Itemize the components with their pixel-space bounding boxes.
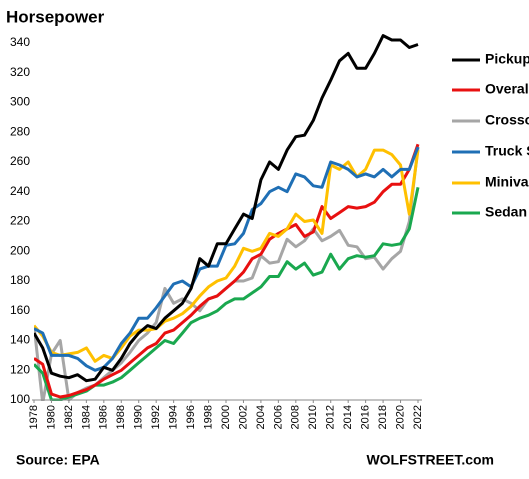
x-tick-label: 2018 bbox=[377, 405, 389, 429]
credit: WOLFSTREET.com bbox=[366, 452, 494, 468]
series-line bbox=[34, 34, 419, 383]
legend-label: Sedan bbox=[485, 204, 527, 220]
x-tick-label: 2016 bbox=[360, 405, 372, 429]
x-tick-label: 2022 bbox=[412, 405, 424, 429]
x-tick-label: 2010 bbox=[307, 405, 319, 429]
x-tick-label: 1988 bbox=[115, 405, 127, 429]
y-tick-label: 140 bbox=[10, 333, 30, 347]
y-tick-label: 120 bbox=[10, 362, 30, 376]
y-tick-label: 200 bbox=[10, 243, 30, 257]
x-tick-label: 2004 bbox=[255, 405, 267, 429]
x-tick-label: 1996 bbox=[185, 405, 197, 429]
x-tick-label: 2012 bbox=[325, 405, 337, 429]
legend-label: Crossover bbox=[485, 112, 529, 128]
y-tick-label: 300 bbox=[10, 95, 30, 109]
y-tick-label: 340 bbox=[10, 35, 30, 49]
y-tick-label: 240 bbox=[10, 184, 30, 198]
x-tick-label: 1980 bbox=[45, 405, 57, 429]
x-tick-label: 2006 bbox=[272, 405, 284, 429]
series-line bbox=[34, 143, 420, 399]
y-tick-label: 160 bbox=[10, 303, 30, 317]
x-tick-label: 1990 bbox=[133, 405, 145, 429]
legend-label: Pickup bbox=[485, 51, 529, 67]
series-line bbox=[34, 146, 420, 401]
y-tick-label: 320 bbox=[10, 65, 30, 79]
x-tick-label: 1978 bbox=[28, 405, 40, 429]
legend-label: Truck SUV bbox=[485, 143, 529, 159]
x-tick-label: 2008 bbox=[290, 405, 302, 429]
y-tick-label: 220 bbox=[10, 214, 30, 228]
x-tick-label: 1986 bbox=[98, 405, 110, 429]
y-tick-label: 280 bbox=[10, 124, 30, 138]
series-line bbox=[34, 148, 420, 363]
x-tick-label: 1982 bbox=[63, 405, 75, 429]
y-tick-label: 180 bbox=[10, 273, 30, 287]
series-line bbox=[34, 146, 420, 372]
plot-area bbox=[34, 34, 420, 401]
legend-label: Minivan bbox=[485, 174, 529, 190]
x-tick-label: 2000 bbox=[220, 405, 232, 429]
y-tick-label: 260 bbox=[10, 154, 30, 168]
x-tick-label: 2002 bbox=[237, 405, 249, 429]
x-tick-label: 1984 bbox=[80, 405, 92, 429]
x-tick-label: 1994 bbox=[168, 405, 180, 429]
y-tick-label: 100 bbox=[10, 392, 30, 406]
x-tick-label: 1998 bbox=[202, 405, 214, 429]
x-tick-label: 1992 bbox=[150, 405, 162, 429]
legend-label: Overall bbox=[485, 81, 529, 97]
chart-title: Horsepower bbox=[6, 7, 105, 26]
source: Source: EPA bbox=[16, 452, 100, 468]
x-tick-label: 2014 bbox=[342, 405, 354, 429]
x-tick-label: 2020 bbox=[394, 405, 406, 429]
series-line bbox=[34, 186, 420, 401]
